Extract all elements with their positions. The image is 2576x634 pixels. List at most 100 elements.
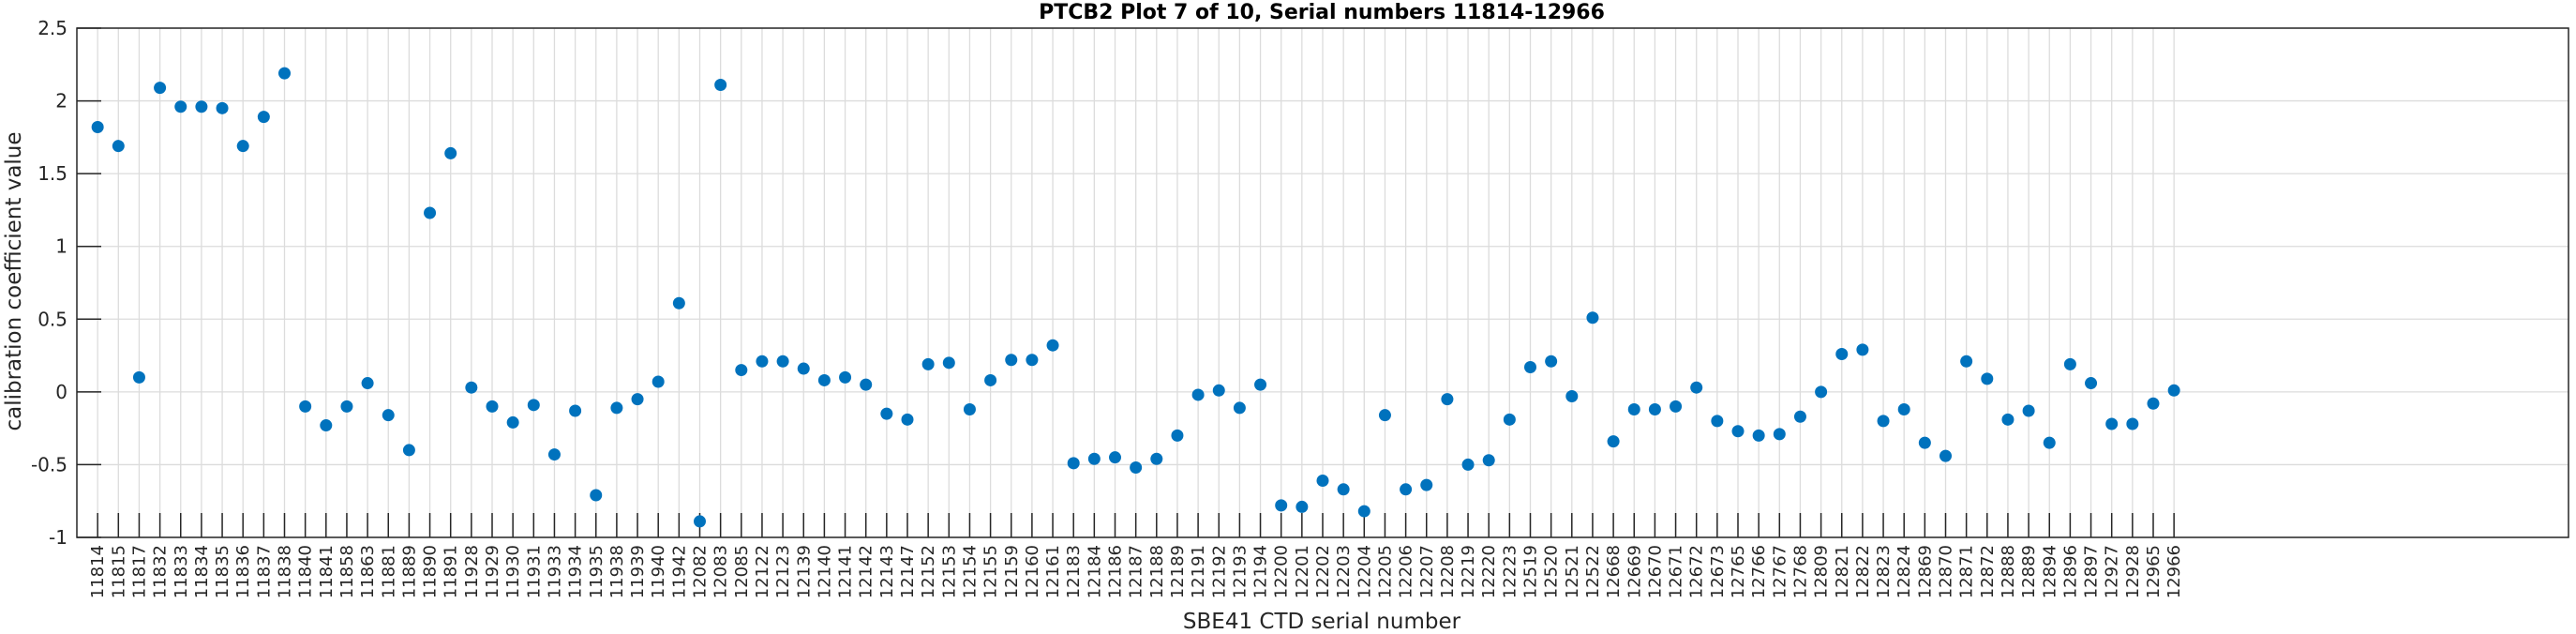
data-point [547,448,561,461]
data-point [236,140,249,153]
data-point [2043,436,2056,449]
x-tick-label: 11832 [151,545,171,598]
data-point [1877,415,1890,428]
x-tick-label: 12206 [1397,545,1416,598]
data-point [1316,474,1329,487]
data-point [1731,425,1745,438]
data-point [797,362,810,375]
x-tick-label: 12140 [815,545,834,598]
x-tick-label: 12193 [1230,545,1250,598]
data-point [2022,404,2035,417]
data-point [1565,390,1579,403]
data-point [1150,452,1163,465]
data-point [1191,388,1205,401]
data-point [320,419,333,432]
x-tick-label: 12872 [1978,545,1998,598]
data-point [1670,400,1683,413]
data-point [1420,478,1433,491]
x-tick-label: 12672 [1687,545,1707,598]
x-tick-label: 11841 [317,545,337,598]
data-point [1648,402,1661,415]
x-tick-label: 12809 [1812,545,1832,598]
data-point [2105,417,2119,430]
x-axis-ticks: 11814 11815 11817 11832 11833 11834 11835 11836… [88,513,2184,598]
data-point [860,378,873,391]
x-tick-label: 12207 [1417,545,1437,598]
x-tick-label: 12085 [732,545,752,598]
data-point [1773,428,1786,441]
data-point [590,489,603,502]
data-point [1046,339,1059,352]
x-tick-label: 12123 [773,545,793,598]
x-tick-label: 12201 [1293,545,1312,598]
x-tick-label: 12928 [2123,545,2143,598]
chart-title: PTCB2 Plot 7 of 10, Serial numbers 11814… [1039,1,1605,24]
data-point [1295,500,1309,513]
data-points [91,67,2180,528]
data-point [1109,451,1121,464]
data-point [1482,454,1495,467]
x-tick-label: 11835 [213,545,232,598]
data-point [257,111,270,124]
x-tick-label: 12522 [1583,545,1603,598]
data-point [1067,457,1080,470]
data-point [444,146,457,159]
data-point [1586,311,1599,325]
data-point [1524,360,1536,373]
data-point [402,444,415,457]
data-point [610,401,623,415]
x-tick-label: 12965 [2144,545,2164,598]
x-tick-label: 11858 [337,545,357,598]
x-tick-label: 12768 [1790,545,1810,598]
x-tick-label: 12203 [1334,545,1354,598]
data-point [1233,401,1246,415]
x-tick-label: 11931 [524,545,544,598]
data-point [839,370,852,384]
data-point [154,82,167,95]
x-tick-label: 11881 [379,545,398,598]
x-tick-label: 12520 [1542,545,1562,598]
data-point [1793,410,1806,423]
x-tick-label: 11889 [399,545,419,598]
x-tick-label: 11930 [503,545,523,598]
data-point [1254,378,1267,391]
x-tick-label: 11934 [566,545,586,598]
x-tick-label: 11929 [483,545,502,598]
x-tick-label: 12204 [1355,545,1374,598]
data-point [91,120,104,133]
data-point [174,100,187,113]
x-tick-label: 12896 [2060,545,2080,598]
data-point [694,515,706,528]
x-tick-label: 12082 [691,545,711,598]
data-point [1607,435,1620,448]
data-point [1212,384,1225,397]
data-point [1130,461,1143,475]
x-tick-label: 12147 [898,545,918,598]
data-point [1400,483,1413,496]
x-tick-label: 12122 [753,545,772,598]
data-point [651,375,665,388]
x-tick-label: 11814 [88,545,108,598]
data-point [817,373,831,386]
data-point [195,100,208,113]
x-tick-label: 12184 [1085,545,1104,598]
y-tick-label: 2 [55,90,67,113]
data-point [756,355,769,368]
x-tick-label: 12824 [1895,545,1914,598]
data-point [714,79,727,92]
x-tick-label: 12152 [919,545,938,598]
plot-frame [76,27,2569,538]
x-tick-label: 12155 [981,545,1001,598]
x-axis-label: SBE41 CTD serial number [1183,610,1461,634]
x-tick-label: 12154 [960,545,980,598]
x-tick-label: 11891 [442,545,461,598]
x-tick-label: 12894 [2040,545,2059,598]
x-tick-label: 12188 [1147,545,1167,598]
data-point [465,381,478,394]
x-tick-label: 11938 [607,545,627,598]
x-tick-label: 11942 [669,545,689,598]
data-point [1918,436,1931,449]
x-tick-label: 11939 [628,545,648,598]
grid [77,27,2569,538]
x-tick-label: 12160 [1023,545,1042,598]
